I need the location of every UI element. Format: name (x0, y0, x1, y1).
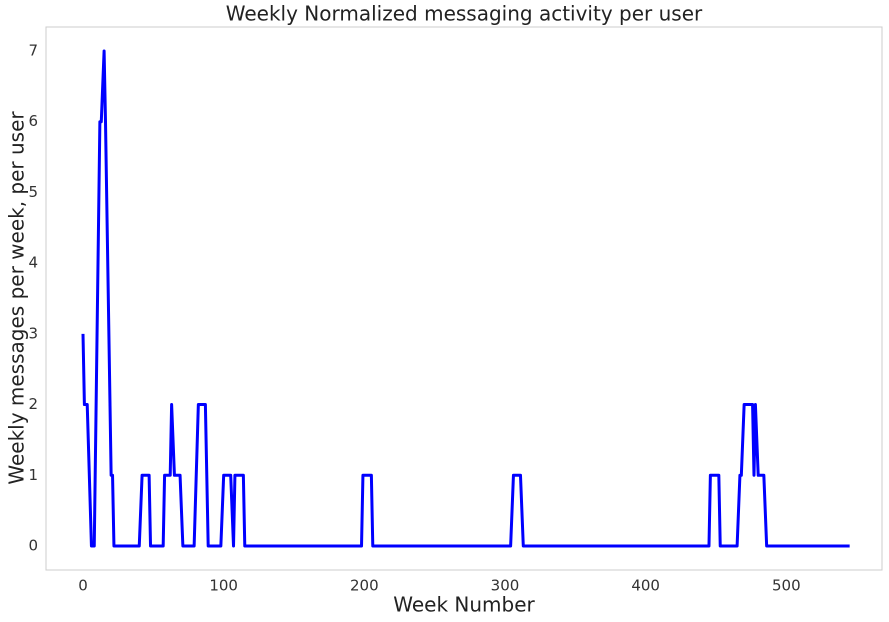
x-tick-label: 200 (350, 577, 379, 595)
chart-title: Weekly Normalized messaging activity per… (226, 2, 703, 26)
x-tick-label: 400 (631, 577, 660, 595)
y-tick-label: 2 (28, 395, 38, 413)
x-tick-label: 300 (491, 577, 520, 595)
y-tick-label: 5 (28, 183, 38, 201)
x-tick-label: 500 (772, 577, 801, 595)
data-line (81, 49, 850, 548)
y-axis-label: Weekly messages per week, per user (5, 111, 29, 485)
y-tick-label: 1 (28, 466, 38, 484)
y-tick-label: 3 (28, 324, 38, 342)
x-tick-label: 100 (209, 577, 238, 595)
y-tick-label: 7 (28, 42, 38, 60)
y-tick-label: 6 (28, 112, 38, 130)
x-tick-label: 0 (78, 577, 88, 595)
y-tick-label: 0 (28, 536, 38, 554)
x-axis-label: Week Number (393, 593, 535, 617)
y-tick-label: 4 (28, 254, 38, 272)
plot-frame (45, 26, 883, 571)
